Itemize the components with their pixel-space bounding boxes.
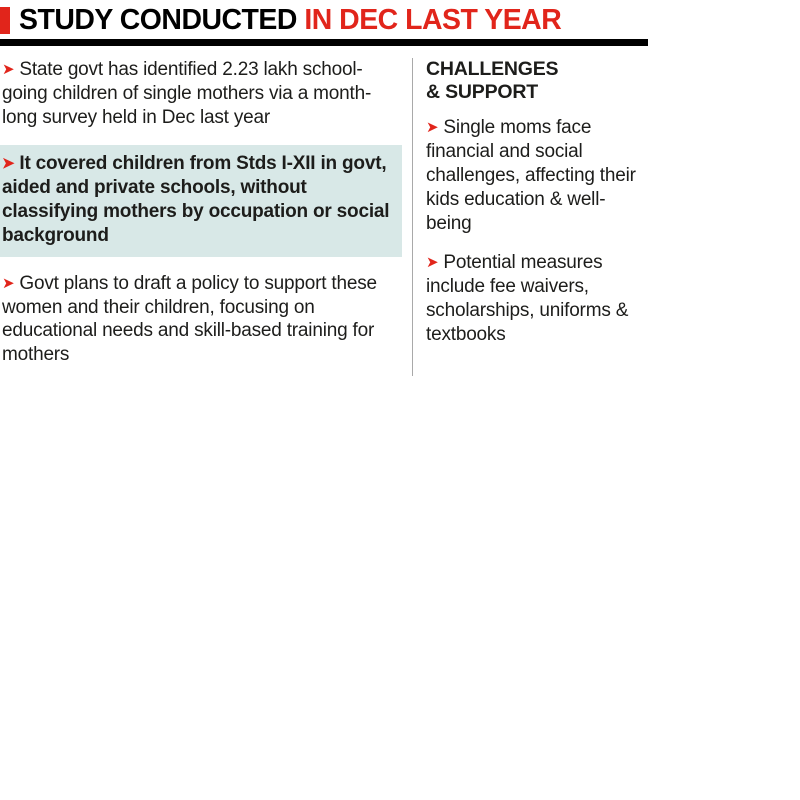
- title-rule: [0, 39, 648, 46]
- right-column: CHALLENGES & SUPPORT ➤ Single moms face f…: [413, 58, 648, 382]
- arrow-bullet-icon: ➤: [2, 154, 15, 172]
- arrow-bullet-icon: ➤: [2, 61, 15, 78]
- content-columns: ➤ State govt has identified 2.23 lakh sch…: [0, 46, 648, 382]
- column-divider: [412, 58, 413, 377]
- list-item-text: It covered children from Stds I-XII in g…: [2, 152, 390, 246]
- title-part-black: STUDY CONDUCTED: [19, 4, 305, 36]
- left-column: ➤ State govt has identified 2.23 lakh sch…: [0, 58, 412, 382]
- list-item: ➤ Potential measures include fee waivers,…: [426, 251, 644, 347]
- title-part-red: IN DEC LAST YEAR: [304, 4, 562, 36]
- arrow-bullet-icon: ➤: [426, 119, 439, 136]
- arrow-bullet-icon: ➤: [2, 274, 15, 292]
- list-item: ➤ State govt has identified 2.23 lakh sch…: [0, 58, 402, 130]
- title-red-bar: [0, 7, 10, 34]
- arrow-bullet-icon: ➤: [426, 253, 439, 271]
- list-item-text: Govt plans to draft a policy to support …: [2, 272, 377, 366]
- list-item-text: Single moms face financial and social ch…: [426, 117, 636, 234]
- list-item: ➤ Govt plans to draft a policy to support…: [0, 272, 402, 368]
- list-item: ➤ Single moms face financial and social c…: [426, 116, 644, 236]
- title-row: STUDY CONDUCTED IN DEC LAST YEAR: [0, 4, 648, 39]
- page-title: STUDY CONDUCTED IN DEC LAST YEAR: [19, 4, 562, 36]
- right-column-heading: CHALLENGES & SUPPORT: [426, 58, 559, 103]
- list-item-text: State govt has identified 2.23 lakh scho…: [2, 59, 372, 128]
- list-item-text: Potential measures include fee waivers, …: [426, 251, 629, 345]
- list-item-highlighted: ➤ It covered children from Stds I-XII in …: [0, 144, 402, 257]
- study-infobox: STUDY CONDUCTED IN DEC LAST YEAR ➤ State …: [0, 4, 648, 382]
